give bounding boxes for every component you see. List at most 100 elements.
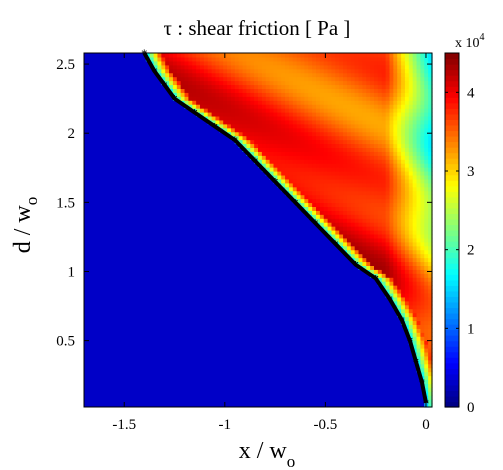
heatmap-cell [250,127,255,133]
heatmap-cell [327,139,333,145]
heatmap-cell [269,167,275,172]
heatmap-cell [312,198,317,204]
heatmap-cell [227,112,232,117]
heatmap-cell [385,202,391,207]
heatmap-cell [234,72,240,78]
heatmap-cell [374,186,379,192]
heatmap-cell [374,151,379,156]
heatmap-cell [428,257,433,263]
heatmap-cell [184,56,189,62]
heatmap-cell [381,76,387,82]
heatmap-cell [362,53,367,58]
heatmap-cell [346,64,352,70]
heatmap-cell [269,123,275,129]
heatmap-cell [393,186,398,192]
heatmap-cell [362,190,367,196]
heatmap-cell [389,249,394,255]
heatmap-cell [277,96,282,101]
heatmap-cell [350,135,356,141]
heatmap-cell [335,214,340,219]
heatmap-cell [374,80,379,86]
heatmap-cell [354,119,360,125]
heatmap-cell [300,143,305,148]
heatmap-cell [358,143,363,148]
colorbar-swatch [445,124,459,132]
heatmap-cell [331,186,336,192]
heatmap-cell [381,182,387,188]
heatmap-cell [389,76,394,82]
heatmap-cell [420,269,425,274]
heatmap-cell [219,72,224,78]
heatmap-cell [389,151,394,156]
heatmap-cell [416,226,421,231]
heatmap-cell [381,249,387,255]
heatmap-cell [196,100,201,105]
heatmap-cell [389,80,394,86]
heatmap-cell [323,198,329,204]
heatmap-cell [277,104,282,109]
heatmap-cell [149,56,155,62]
heatmap-cell [424,348,429,353]
heatmap-cell [366,249,371,255]
heatmap-cell [203,108,209,113]
heatmap-cell [335,88,340,93]
heatmap-cell [416,237,421,243]
heatmap-cell [304,178,309,184]
heatmap-cell [227,76,232,82]
heatmap-cell [389,147,394,152]
heatmap-cell [215,60,220,66]
heatmap-cell [327,100,333,105]
heatmap-cell [401,190,406,196]
heatmap-cell [323,190,329,196]
heatmap-cell [343,115,348,121]
heatmap-cell [401,53,406,58]
heatmap-cell [292,72,298,78]
heatmap-cell [269,147,275,152]
heatmap-cell [358,214,363,219]
heatmap-cell [250,139,255,145]
heatmap-cell [203,84,209,89]
heatmap-cell [362,194,367,200]
heatmap-cell [316,56,321,62]
heatmap-cell [416,100,421,105]
heatmap-cell [428,289,433,294]
colorbar-swatch [445,357,459,364]
heatmap-cell [428,316,433,322]
colorbar-swatch [445,312,459,320]
heatmap-cell [331,84,336,89]
heatmap-cell [350,171,356,176]
heatmap-cell [404,119,410,125]
heatmap-cell [370,108,375,113]
x-axis-label: x / wo [239,438,296,470]
heatmap-cell [319,171,325,176]
heatmap-cell [292,92,298,97]
heatmap-cell [269,100,275,105]
heatmap-cell [292,119,298,125]
heatmap-cell [366,167,371,172]
heatmap-cell [389,245,394,251]
heatmap-cell [254,84,259,89]
heatmap-cell [389,92,394,97]
heatmap-cell [331,198,336,204]
heatmap-cell [300,182,305,188]
heatmap-cell [416,198,421,204]
heatmap-cell [203,76,209,82]
heatmap-cell [377,135,383,141]
heatmap-cell [238,96,244,101]
heatmap-cell [323,115,329,121]
heatmap-cell [354,222,360,227]
heatmap-cell [412,123,418,129]
heatmap-cell [273,131,278,137]
heatmap-cell [269,92,275,97]
heatmap-cell [288,155,294,160]
heatmap-cell [366,245,371,251]
heatmap-cell [420,273,425,278]
heatmap-cell [335,194,340,200]
heatmap-cell [404,131,410,137]
heatmap-cell [323,84,329,89]
heatmap-cell [323,100,329,105]
heatmap-cell [354,182,360,188]
heatmap-cell [389,115,394,121]
heatmap-cell [412,332,418,337]
heatmap-cell [312,202,317,207]
